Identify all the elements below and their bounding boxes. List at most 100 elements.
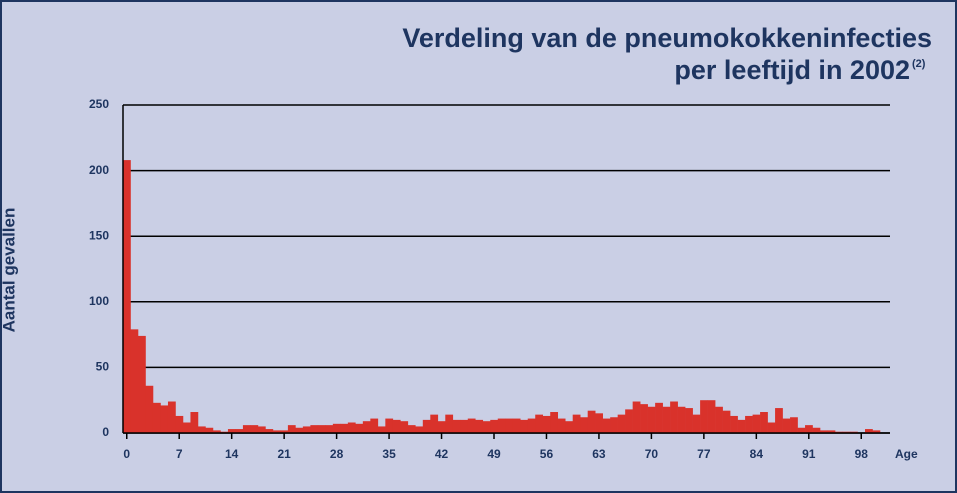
bar <box>415 426 424 433</box>
bar <box>715 406 723 433</box>
bar <box>347 422 356 433</box>
bar <box>512 418 521 433</box>
bar <box>145 385 154 433</box>
bar <box>197 426 206 433</box>
x-tick-label: 56 <box>540 447 554 461</box>
bar <box>332 423 341 433</box>
bar <box>407 425 416 433</box>
bar <box>280 430 289 433</box>
bar <box>775 408 783 433</box>
x-tick-label: 35 <box>382 447 396 461</box>
bar <box>617 414 626 433</box>
bar <box>475 419 484 433</box>
bar <box>400 421 409 433</box>
bar <box>182 422 191 433</box>
bar <box>670 401 678 433</box>
bar <box>707 400 716 433</box>
bar <box>385 418 394 433</box>
bar <box>445 414 454 433</box>
bar <box>317 425 326 433</box>
bar <box>535 414 544 433</box>
bar <box>722 410 731 433</box>
bar <box>250 425 259 433</box>
y-tick-label: 0 <box>102 425 109 439</box>
bar <box>542 415 551 433</box>
x-tick-label: 84 <box>750 447 764 461</box>
chart-title: Verdeling van de pneumokokkeninfecties <box>402 23 932 53</box>
bar <box>677 406 686 433</box>
y-axis-label: Aantal gevallen <box>0 208 18 333</box>
bar <box>167 401 176 433</box>
title-note: (2) <box>912 58 926 70</box>
x-tick-label: 49 <box>487 447 501 461</box>
bar <box>610 417 618 433</box>
bar <box>272 430 281 433</box>
bar <box>662 406 671 433</box>
bar <box>265 429 274 433</box>
bar <box>692 414 701 433</box>
bar <box>190 412 199 433</box>
x-tick-label: 7 <box>176 447 183 461</box>
bar <box>392 419 401 433</box>
bar <box>152 402 161 433</box>
bar <box>820 430 828 433</box>
bar <box>745 415 753 433</box>
bar <box>565 421 574 433</box>
bar <box>362 421 371 433</box>
x-tick-label: 77 <box>697 447 711 461</box>
bar <box>437 421 446 433</box>
bar <box>625 409 633 433</box>
bar <box>752 414 761 433</box>
bar <box>212 430 221 433</box>
bar <box>797 427 806 433</box>
bar <box>287 425 296 433</box>
bar <box>490 419 499 433</box>
x-tick-label: 70 <box>645 447 659 461</box>
x-tick-label: 63 <box>592 447 606 461</box>
bar <box>805 425 813 433</box>
bar <box>632 401 641 433</box>
bar <box>790 417 798 433</box>
x-tick-label: 91 <box>802 447 816 461</box>
bar <box>227 429 236 433</box>
x-tick-label: 14 <box>225 447 239 461</box>
bar <box>467 418 476 433</box>
bar <box>295 427 304 433</box>
bar <box>685 408 693 433</box>
bar <box>123 160 131 433</box>
bar <box>242 425 251 433</box>
x-tick-label: 42 <box>435 447 449 461</box>
x-tick-label: 21 <box>277 447 291 461</box>
bar <box>257 426 266 433</box>
bar <box>700 400 708 433</box>
bar <box>587 410 596 433</box>
bar <box>310 425 319 433</box>
bar <box>572 414 581 433</box>
bar <box>137 335 146 433</box>
bar <box>430 414 439 433</box>
bar <box>602 418 611 433</box>
bar <box>520 419 529 433</box>
bar <box>595 413 603 433</box>
chart-title: per leeftijd in 2002 <box>674 55 910 85</box>
bar <box>235 429 244 433</box>
y-tick-label: 50 <box>96 360 110 374</box>
bar <box>497 418 506 433</box>
x-tick-label: 28 <box>330 447 344 461</box>
bar <box>130 329 139 433</box>
y-tick-label: 150 <box>89 228 109 242</box>
bar <box>325 425 334 433</box>
y-tick-label: 250 <box>89 97 109 111</box>
bar <box>355 423 364 433</box>
bar <box>422 419 431 433</box>
bar <box>557 418 566 433</box>
bar <box>760 412 768 433</box>
bar <box>460 419 469 433</box>
y-tick-label: 100 <box>89 294 109 308</box>
bar <box>640 404 648 433</box>
bar <box>340 423 349 433</box>
bar <box>550 412 559 433</box>
x-tick-label: 0 <box>123 447 130 461</box>
bar <box>647 406 656 433</box>
